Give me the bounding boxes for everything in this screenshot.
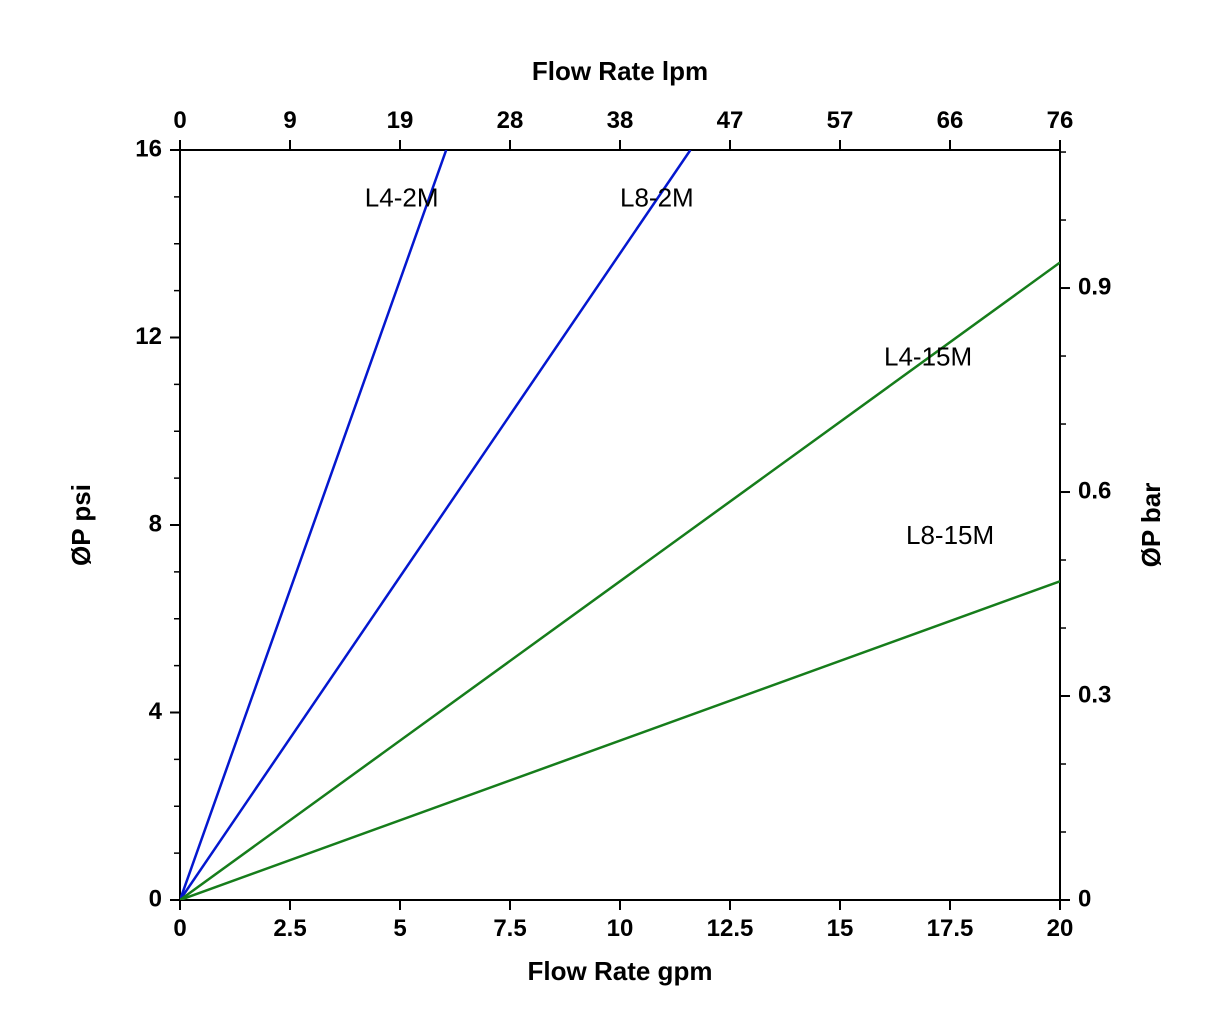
x-top-tick-label: 47 xyxy=(717,107,744,134)
x-bottom-tick-label: 20 xyxy=(1047,915,1074,942)
x-bottom-tick-label: 2.5 xyxy=(273,915,306,942)
series-label: L4-15M xyxy=(884,342,972,372)
x-top-tick-label: 0 xyxy=(173,107,186,134)
y-right-axis-title: ØP bar xyxy=(1136,483,1166,568)
y-left-tick-label: 0 xyxy=(149,885,162,912)
y-left-tick-label: 16 xyxy=(135,135,162,162)
chart-container: 048121600.30.60.902.557.51012.51517.5200… xyxy=(0,0,1214,1018)
x-bottom-tick-label: 17.5 xyxy=(927,915,974,942)
series-label: L8-2M xyxy=(620,182,694,212)
x-top-axis-title: Flow Rate lpm xyxy=(532,56,708,86)
series-label: L4-2M xyxy=(365,182,439,212)
x-top-tick-label: 66 xyxy=(937,107,964,134)
x-top-tick-label: 28 xyxy=(497,107,524,134)
x-bottom-tick-label: 7.5 xyxy=(493,915,526,942)
x-bottom-tick-label: 5 xyxy=(393,915,406,942)
y-right-tick-label: 0.3 xyxy=(1078,681,1111,708)
x-bottom-tick-label: 12.5 xyxy=(707,915,754,942)
y-left-axis-title: ØP psi xyxy=(66,484,96,566)
x-top-tick-label: 38 xyxy=(607,107,634,134)
x-top-tick-label: 76 xyxy=(1047,107,1074,134)
x-top-tick-label: 19 xyxy=(387,107,414,134)
y-left-tick-label: 4 xyxy=(149,698,163,725)
y-right-tick-label: 0 xyxy=(1078,885,1091,912)
series-label: L8-15M xyxy=(906,520,994,550)
x-bottom-tick-label: 0 xyxy=(173,915,186,942)
x-bottom-axis-title: Flow Rate gpm xyxy=(528,956,713,986)
y-left-tick-label: 8 xyxy=(149,510,162,537)
x-bottom-tick-label: 10 xyxy=(607,915,634,942)
x-top-tick-label: 57 xyxy=(827,107,854,134)
y-left-tick-label: 12 xyxy=(135,323,162,350)
x-bottom-tick-label: 15 xyxy=(827,915,854,942)
y-right-tick-label: 0.9 xyxy=(1078,273,1111,300)
x-top-tick-label: 9 xyxy=(283,107,296,134)
y-right-tick-label: 0.6 xyxy=(1078,477,1111,504)
pressure-flow-chart: 048121600.30.60.902.557.51012.51517.5200… xyxy=(0,0,1214,1018)
